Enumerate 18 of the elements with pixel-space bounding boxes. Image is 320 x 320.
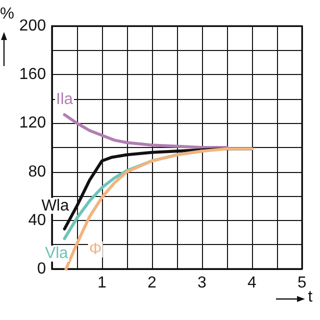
y-tick-label: 0 xyxy=(37,260,46,278)
y-tick-label: 200 xyxy=(19,18,46,34)
y-tick-label: 120 xyxy=(19,114,46,132)
x-tick-label: 2 xyxy=(148,274,157,292)
x-axis-title: t xyxy=(308,288,313,306)
y-tick-label: 80 xyxy=(28,163,46,180)
x-tick-label: 1 xyxy=(98,274,107,292)
series-label: Ila xyxy=(56,91,74,108)
line-series xyxy=(63,113,228,149)
x-tick-label: 4 xyxy=(248,274,257,292)
series-label: Wla xyxy=(41,197,70,214)
series-label: Φ xyxy=(89,240,102,258)
y-tick-label: 160 xyxy=(19,66,46,84)
series-label: Vla xyxy=(44,245,68,262)
x-tick-label: 3 xyxy=(198,274,207,292)
x-tick-label: 5 xyxy=(298,274,307,292)
y-axis-title: % xyxy=(0,6,14,22)
y-tick-label: 40 xyxy=(28,212,46,229)
